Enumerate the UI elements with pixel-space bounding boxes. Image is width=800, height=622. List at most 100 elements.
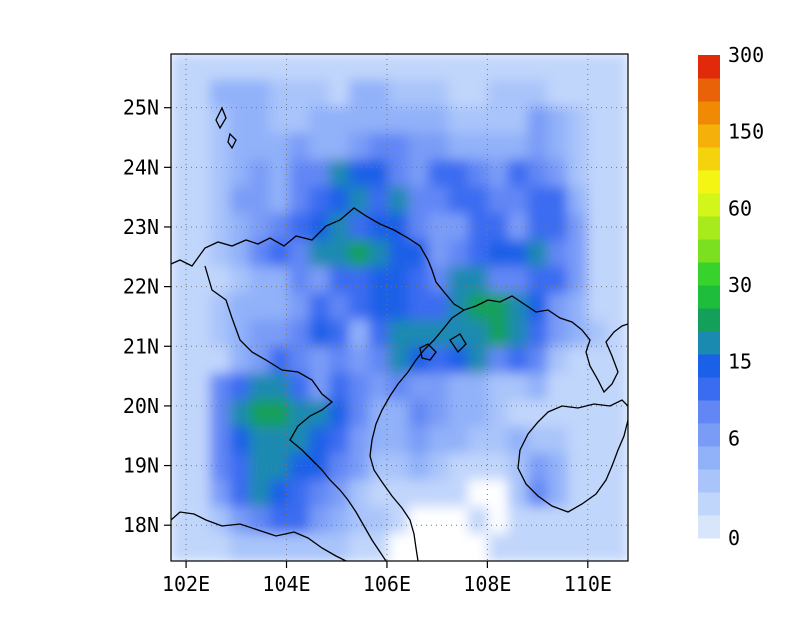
field-cell bbox=[189, 319, 212, 349]
field-cell bbox=[567, 133, 590, 162]
field-cell bbox=[348, 373, 371, 402]
field-cell bbox=[209, 54, 232, 82]
field-cell bbox=[428, 54, 451, 82]
field-cell bbox=[587, 426, 610, 456]
field-cell bbox=[249, 106, 272, 136]
field-cell bbox=[448, 213, 471, 242]
field-cell bbox=[428, 426, 451, 456]
field-cell bbox=[229, 319, 252, 349]
field-cell bbox=[229, 239, 252, 269]
field-cell bbox=[567, 319, 590, 349]
field-cell bbox=[567, 79, 590, 109]
field-cell bbox=[269, 373, 292, 402]
field-cell bbox=[428, 239, 451, 269]
field-cell bbox=[249, 213, 272, 242]
field-cell bbox=[448, 266, 471, 296]
field-cell bbox=[587, 293, 610, 322]
field-cell bbox=[309, 186, 331, 216]
field-cell bbox=[408, 213, 431, 242]
field-cell bbox=[171, 319, 192, 349]
field-cell bbox=[249, 54, 272, 82]
field-cell bbox=[547, 79, 570, 109]
field-cell bbox=[487, 426, 510, 456]
field-cell bbox=[229, 213, 252, 242]
field-cell bbox=[547, 373, 570, 402]
coastline-borders bbox=[171, 106, 628, 561]
field-cell bbox=[309, 159, 331, 189]
field-cell bbox=[171, 506, 192, 536]
coastline-vietnam bbox=[369, 309, 465, 561]
field-cell bbox=[468, 186, 490, 216]
field-cell bbox=[269, 319, 292, 349]
field-cell bbox=[408, 79, 431, 109]
field-cell bbox=[527, 54, 550, 82]
field-cell bbox=[269, 213, 292, 242]
field-cell bbox=[428, 186, 451, 216]
longitude-labels: 102E 104E 106E 108E 110E bbox=[162, 561, 612, 596]
field-cell bbox=[448, 159, 471, 189]
field-cell bbox=[309, 54, 331, 82]
field-cell bbox=[348, 319, 371, 349]
field-cell bbox=[171, 186, 192, 216]
field-cell bbox=[209, 133, 232, 162]
lat-tick-label: 23N bbox=[123, 215, 159, 239]
field-cell bbox=[507, 453, 530, 482]
field-cell bbox=[328, 79, 351, 109]
field-cell bbox=[547, 239, 570, 269]
field-cell bbox=[368, 373, 391, 402]
field-cell bbox=[309, 373, 331, 402]
field-cell bbox=[229, 133, 252, 162]
field-cell bbox=[189, 506, 212, 536]
field-cell bbox=[527, 106, 550, 136]
field-cell bbox=[408, 399, 431, 429]
field-cell bbox=[209, 106, 232, 136]
field-cell bbox=[388, 346, 411, 376]
field-cell bbox=[468, 159, 490, 189]
field-cell bbox=[171, 346, 192, 376]
field-cell bbox=[269, 453, 292, 482]
field-cell bbox=[527, 426, 550, 456]
field-cell bbox=[328, 533, 351, 561]
colorbar-swatch bbox=[698, 124, 720, 148]
field-cell bbox=[507, 213, 530, 242]
field-cell bbox=[348, 186, 371, 216]
colorbar-swatch bbox=[698, 285, 720, 309]
field-cell bbox=[229, 106, 252, 136]
field-cell bbox=[309, 426, 331, 456]
colorbar-swatch bbox=[698, 492, 720, 516]
field-cell bbox=[368, 266, 391, 296]
coast-islands bbox=[215, 106, 467, 361]
field-cell bbox=[408, 106, 431, 136]
field-cell bbox=[309, 79, 331, 109]
precipitation-field bbox=[171, 54, 628, 561]
field-cell bbox=[468, 213, 490, 242]
field-cell bbox=[388, 186, 411, 216]
field-cell bbox=[468, 319, 490, 349]
lat-tick-label: 22N bbox=[123, 275, 159, 299]
lat-tick-label: 18N bbox=[123, 513, 159, 537]
field-cell bbox=[348, 479, 371, 509]
field-cell bbox=[269, 533, 292, 561]
field-cell bbox=[348, 106, 371, 136]
colorbar-label: 6 bbox=[728, 426, 740, 450]
field-cell bbox=[269, 399, 292, 429]
field-cell bbox=[487, 293, 510, 322]
field-cell bbox=[468, 79, 490, 109]
field-cell bbox=[587, 319, 610, 349]
field-cell bbox=[487, 319, 510, 349]
field-cell bbox=[607, 293, 628, 322]
colorbar-swatch bbox=[698, 239, 720, 263]
field-cell bbox=[289, 346, 312, 376]
field-cell bbox=[428, 346, 451, 376]
colorbar bbox=[698, 55, 720, 539]
field-cell bbox=[171, 79, 192, 109]
field-cell bbox=[229, 159, 252, 189]
field-cell bbox=[229, 266, 252, 296]
field-cell bbox=[587, 159, 610, 189]
field-cell bbox=[487, 54, 510, 82]
field-cell bbox=[189, 293, 212, 322]
field-cell bbox=[567, 533, 590, 561]
field-cell bbox=[487, 373, 510, 402]
field-cell bbox=[487, 239, 510, 269]
field-cell bbox=[171, 373, 192, 402]
